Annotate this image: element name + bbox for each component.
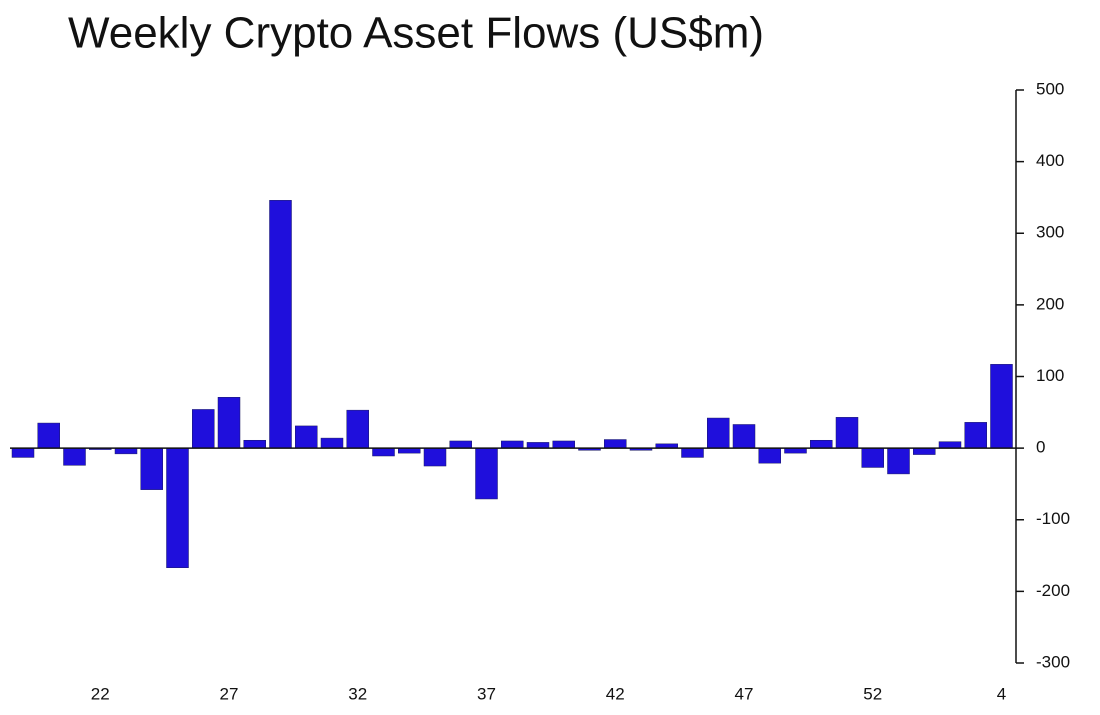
bar <box>887 447 910 475</box>
bar <box>604 439 627 449</box>
bar <box>398 447 421 454</box>
bar <box>192 409 215 449</box>
bar <box>707 417 730 449</box>
bar <box>552 440 575 449</box>
bar <box>732 424 756 449</box>
bar <box>784 447 807 454</box>
x-tick-label: 32 <box>348 684 367 703</box>
bar <box>423 447 447 467</box>
bar <box>475 447 498 500</box>
bar <box>913 447 936 455</box>
x-tick-label: 52 <box>863 684 882 703</box>
bar <box>37 422 60 449</box>
y-tick-label: 300 <box>1036 223 1064 242</box>
bar <box>320 437 344 449</box>
x-tick-label: 42 <box>606 684 625 703</box>
y-tick-label: 500 <box>1036 79 1064 98</box>
x-tick-label: 4 <box>997 684 1006 703</box>
bar <box>990 364 1013 449</box>
bar <box>114 447 138 455</box>
bar <box>372 447 395 457</box>
y-tick-label: 100 <box>1036 366 1064 385</box>
bar <box>758 447 781 464</box>
bar <box>346 409 369 449</box>
bar <box>938 441 962 449</box>
bar <box>861 447 884 468</box>
bar <box>269 200 292 449</box>
bar <box>681 447 704 458</box>
bar <box>11 447 35 458</box>
bar <box>964 422 987 449</box>
bar <box>63 447 86 466</box>
bar <box>217 397 241 449</box>
y-tick-label: 0 <box>1036 438 1045 457</box>
x-tick-label: 27 <box>220 684 239 703</box>
bar <box>526 442 550 449</box>
bar <box>243 439 266 449</box>
y-tick-label: 400 <box>1036 151 1064 170</box>
x-tick-label: 37 <box>477 684 496 703</box>
bar <box>166 447 189 568</box>
bar <box>835 417 859 449</box>
bar <box>501 440 524 449</box>
chart-title: Weekly Crypto Asset Flows (US$m) <box>68 9 764 58</box>
bar <box>140 447 163 490</box>
y-tick-label: -200 <box>1036 581 1070 600</box>
x-tick-label: 47 <box>735 684 754 703</box>
y-tick-label: -100 <box>1036 509 1070 528</box>
bar <box>449 440 472 449</box>
bar <box>810 439 833 449</box>
y-tick-label: 200 <box>1036 294 1064 313</box>
bar <box>295 425 318 449</box>
y-tick-label: -300 <box>1036 652 1070 671</box>
x-tick-label: 22 <box>91 684 110 703</box>
